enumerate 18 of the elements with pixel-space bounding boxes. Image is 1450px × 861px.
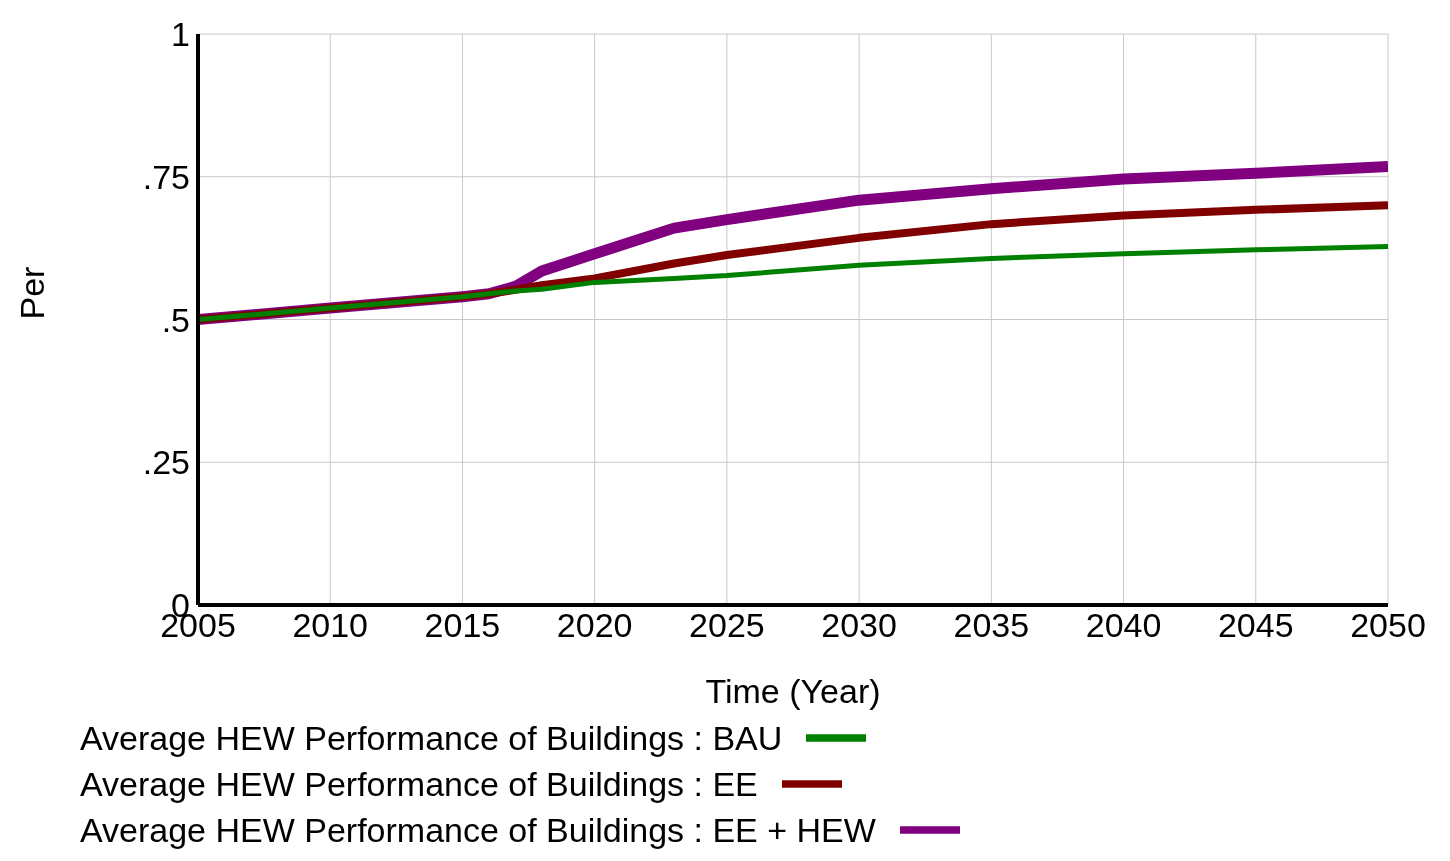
y-tick-label: .25 [142,443,190,482]
y-tick-label: 1 [171,15,190,54]
legend-label: Average HEW Performance of Buildings : EE + HEW [80,810,876,850]
x-tick-label: 2025 [689,606,765,645]
x-axis-title: Time (Year) [705,672,881,710]
x-tick-label: 2015 [424,606,501,645]
x-tick-label: 2045 [1217,606,1294,645]
x-tick-label: 2035 [953,606,1030,645]
x-tick-label: 2030 [821,606,897,645]
x-tick-label: 2010 [292,606,369,645]
legend-label: Average HEW Performance of Buildings : EE [80,764,758,804]
y-tick-label: .5 [161,300,190,339]
x-tick-label: 2050 [1350,606,1426,645]
y-axis-title: Per [13,266,52,320]
legend-label: Average HEW Performance of Buildings : BAU [80,718,783,758]
x-tick-label: 2040 [1085,606,1162,645]
x-tick-label: 2020 [556,606,633,645]
y-tick-label: .75 [142,157,190,196]
